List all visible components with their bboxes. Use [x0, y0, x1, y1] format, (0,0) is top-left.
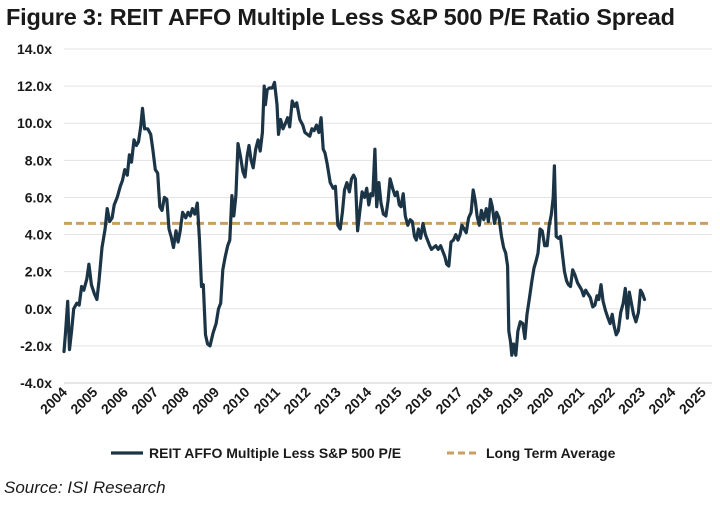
x-tick-label: 2015 [371, 384, 404, 417]
y-tick-label: 8.0x [25, 152, 52, 168]
x-tick-label: 2012 [280, 384, 313, 417]
y-tick-label: 10.0x [17, 115, 52, 131]
x-tick-label: 2024 [645, 384, 678, 417]
y-tick-label: 4.0x [25, 227, 52, 243]
y-tick-label: -4.0x [20, 375, 52, 391]
x-tick-label: 2016 [402, 384, 435, 417]
y-tick-label: 14.0x [17, 41, 52, 57]
source-note: Source: ISI Research [4, 478, 166, 497]
y-tick-label: 2.0x [25, 264, 52, 280]
x-tick-label: 2025 [676, 384, 709, 417]
x-tick-label: 2021 [554, 384, 587, 417]
spread-series-line [62, 80, 647, 357]
x-tick-label: 2007 [128, 384, 161, 417]
x-tick-label: 2006 [98, 384, 131, 417]
x-tick-label: 2022 [584, 384, 617, 417]
x-tick-label: 2008 [158, 384, 191, 417]
x-tick-label: 2005 [67, 384, 100, 417]
x-tick-label: 2018 [463, 384, 496, 417]
x-tick-label: 2014 [341, 384, 374, 417]
x-tick-label: 2019 [493, 384, 526, 417]
x-tick-label: 2020 [524, 384, 557, 417]
legend-label-average: Long Term Average [486, 445, 616, 461]
x-tick-label: 2023 [615, 384, 648, 417]
x-tick-label: 2013 [311, 384, 344, 417]
legend: REIT AFFO Multiple Less S&P 500 P/E Long… [111, 445, 616, 461]
y-tick-label: -2.0x [20, 338, 52, 354]
x-axis-tick-labels: 2004200520062007200820092010201120122013… [37, 384, 709, 417]
chart-title: Figure 3: REIT AFFO Multiple Less S&P 50… [6, 4, 675, 30]
x-tick-label: 2009 [189, 384, 222, 417]
x-tick-label: 2011 [250, 384, 283, 417]
legend-label-spread: REIT AFFO Multiple Less S&P 500 P/E [149, 445, 401, 461]
x-tick-label: 2010 [219, 384, 252, 417]
y-tick-label: 0.0x [25, 301, 52, 317]
line-chart: -4.0x -2.0x 0.0x 2.0x 4.0x 6.0x 8.0x 10.0x 12.0x… [17, 41, 712, 461]
y-axis-tick-labels: -4.0x -2.0x 0.0x 2.0x 4.0x 6.0x 8.0x 10.0x 12.0x… [17, 41, 52, 391]
y-tick-label: 12.0x [17, 78, 52, 94]
y-tick-label: 6.0x [25, 189, 52, 205]
x-tick-label: 2017 [432, 384, 465, 417]
